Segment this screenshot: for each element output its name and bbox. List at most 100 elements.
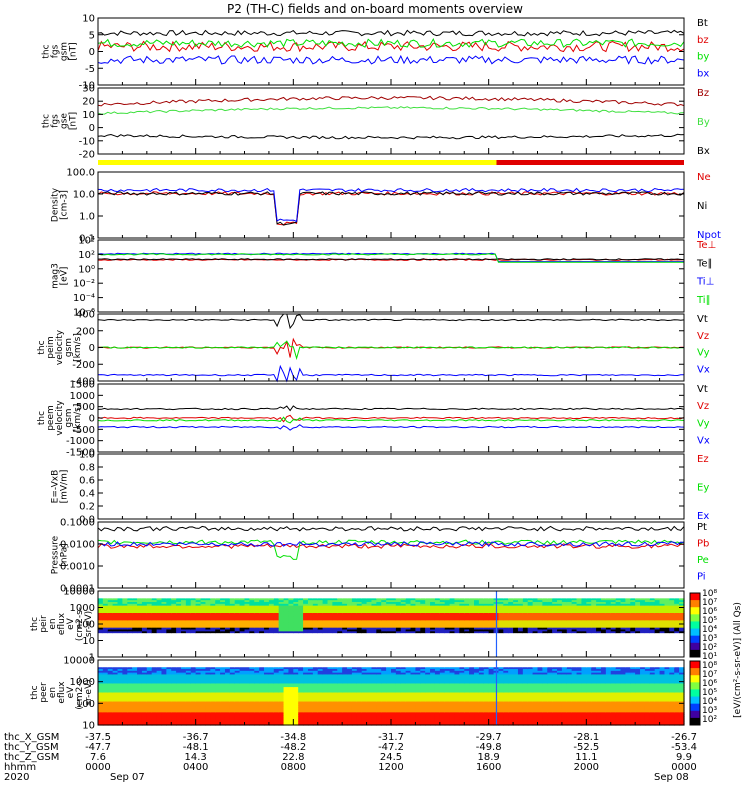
heatmap-cell	[444, 638, 451, 642]
heatmap-cell	[679, 638, 685, 642]
heatmap-cell	[200, 596, 207, 599]
heatmap-cell	[537, 616, 543, 620]
heatmap-cell	[171, 629, 177, 632]
heatmap-cell	[454, 591, 460, 594]
heatmap-cell	[361, 631, 368, 634]
heatmap-cell	[415, 647, 421, 651]
heatmap-cell	[112, 694, 119, 697]
heatmap-cell	[239, 635, 246, 638]
heatmap-cell	[107, 613, 114, 616]
heatmap-cell	[405, 596, 412, 599]
heatmap-cell	[156, 633, 163, 636]
heatmap-cell	[317, 624, 324, 627]
heatmap-cell	[596, 649, 602, 653]
heatmap-cell	[615, 616, 622, 620]
heatmap-cell	[605, 642, 612, 645]
heatmap-cell	[200, 613, 207, 616]
heatmap-cell	[459, 605, 465, 609]
heatmap-cell	[454, 642, 460, 645]
heatmap-cell	[459, 642, 465, 645]
heatmap-cell	[557, 629, 563, 632]
heatmap-cell	[605, 598, 612, 601]
heatmap-cell	[464, 603, 470, 607]
heatmap-cell	[254, 609, 260, 612]
heatmap-cell	[366, 649, 373, 653]
heatmap-cell	[171, 611, 177, 614]
heatmap-cell	[620, 635, 626, 638]
heatmap-cell	[527, 616, 534, 620]
heatmap-cell	[347, 616, 353, 620]
heatmap-cell	[259, 598, 265, 601]
heatmap-cell	[264, 653, 270, 656]
heatmap-cell	[161, 635, 167, 638]
heatmap-cell	[561, 635, 568, 638]
heatmap-cell	[278, 609, 285, 612]
heatmap-cell	[600, 642, 607, 645]
heatmap-cell	[674, 644, 680, 647]
heatmap-cell	[679, 602, 685, 605]
heatmap-cell	[620, 605, 626, 609]
heatmap-cell	[132, 627, 138, 631]
heatmap-cell	[137, 644, 143, 647]
heatmap-cell	[347, 605, 353, 609]
heatmap-cell	[107, 719, 114, 722]
heatmap-cell	[474, 600, 480, 603]
heatmap-cell	[259, 620, 265, 623]
heatmap-cell	[112, 605, 119, 609]
heatmap-cell	[239, 638, 246, 642]
heatmap-cell	[483, 647, 490, 651]
heatmap-cell	[337, 596, 343, 599]
heatmap-cell	[581, 625, 587, 629]
ytick-label: 10	[82, 636, 95, 647]
heatmap-cell	[527, 594, 534, 598]
heatmap-cell	[264, 631, 270, 634]
heatmap-cell	[591, 631, 597, 634]
heatmap-cell	[596, 600, 602, 603]
ylabel-efield: E=-VxB	[51, 470, 61, 504]
heatmap-cell	[220, 640, 226, 643]
legend-Ni: Ni	[697, 201, 707, 212]
heatmap-cell	[244, 633, 250, 636]
heatmap-cell	[171, 622, 177, 625]
heatmap-cell	[205, 613, 211, 616]
heatmap-cell	[517, 603, 524, 607]
heatmap-cell	[361, 624, 368, 627]
heatmap-cell	[498, 655, 504, 658]
heatmap-cell	[254, 644, 260, 647]
heatmap-cell	[508, 655, 514, 658]
heatmap-cell	[478, 614, 485, 618]
heatmap-cell	[298, 624, 304, 627]
heatmap-cell	[98, 708, 104, 712]
heatmap-cell	[337, 616, 343, 620]
heatmap-cell	[342, 624, 348, 627]
heatmap-cell	[205, 594, 211, 598]
heatmap-cell	[596, 627, 602, 631]
heatmap-cell	[259, 600, 265, 603]
heatmap-cell	[454, 631, 460, 634]
heatmap-cell	[224, 635, 231, 638]
heatmap-cell	[156, 611, 163, 614]
heatmap-cell	[141, 605, 148, 609]
heatmap-cell	[332, 591, 338, 594]
heatmap-cell	[366, 635, 373, 638]
heatmap-cell	[244, 631, 250, 634]
heatmap-cell	[347, 618, 353, 621]
heatmap-cell	[635, 655, 641, 658]
heatmap-cell	[141, 603, 148, 607]
heatmap-cell	[615, 633, 622, 636]
heatmap-cell	[117, 667, 124, 670]
heatmap-cell	[293, 638, 299, 642]
heatmap-cell	[503, 591, 509, 594]
heatmap-cell	[425, 629, 431, 632]
heatmap-cell	[268, 598, 275, 601]
heatmap-cell	[141, 642, 148, 645]
heatmap-cell	[547, 591, 553, 594]
heatmap-cell	[366, 620, 373, 623]
heatmap-cell	[537, 644, 543, 647]
heatmap-cell	[224, 600, 231, 603]
heatmap-cell	[239, 592, 246, 596]
heatmap-cell	[566, 635, 573, 638]
heatmap-cell	[508, 609, 514, 612]
heatmap-cell	[478, 635, 485, 638]
heatmap-cell	[195, 636, 202, 640]
